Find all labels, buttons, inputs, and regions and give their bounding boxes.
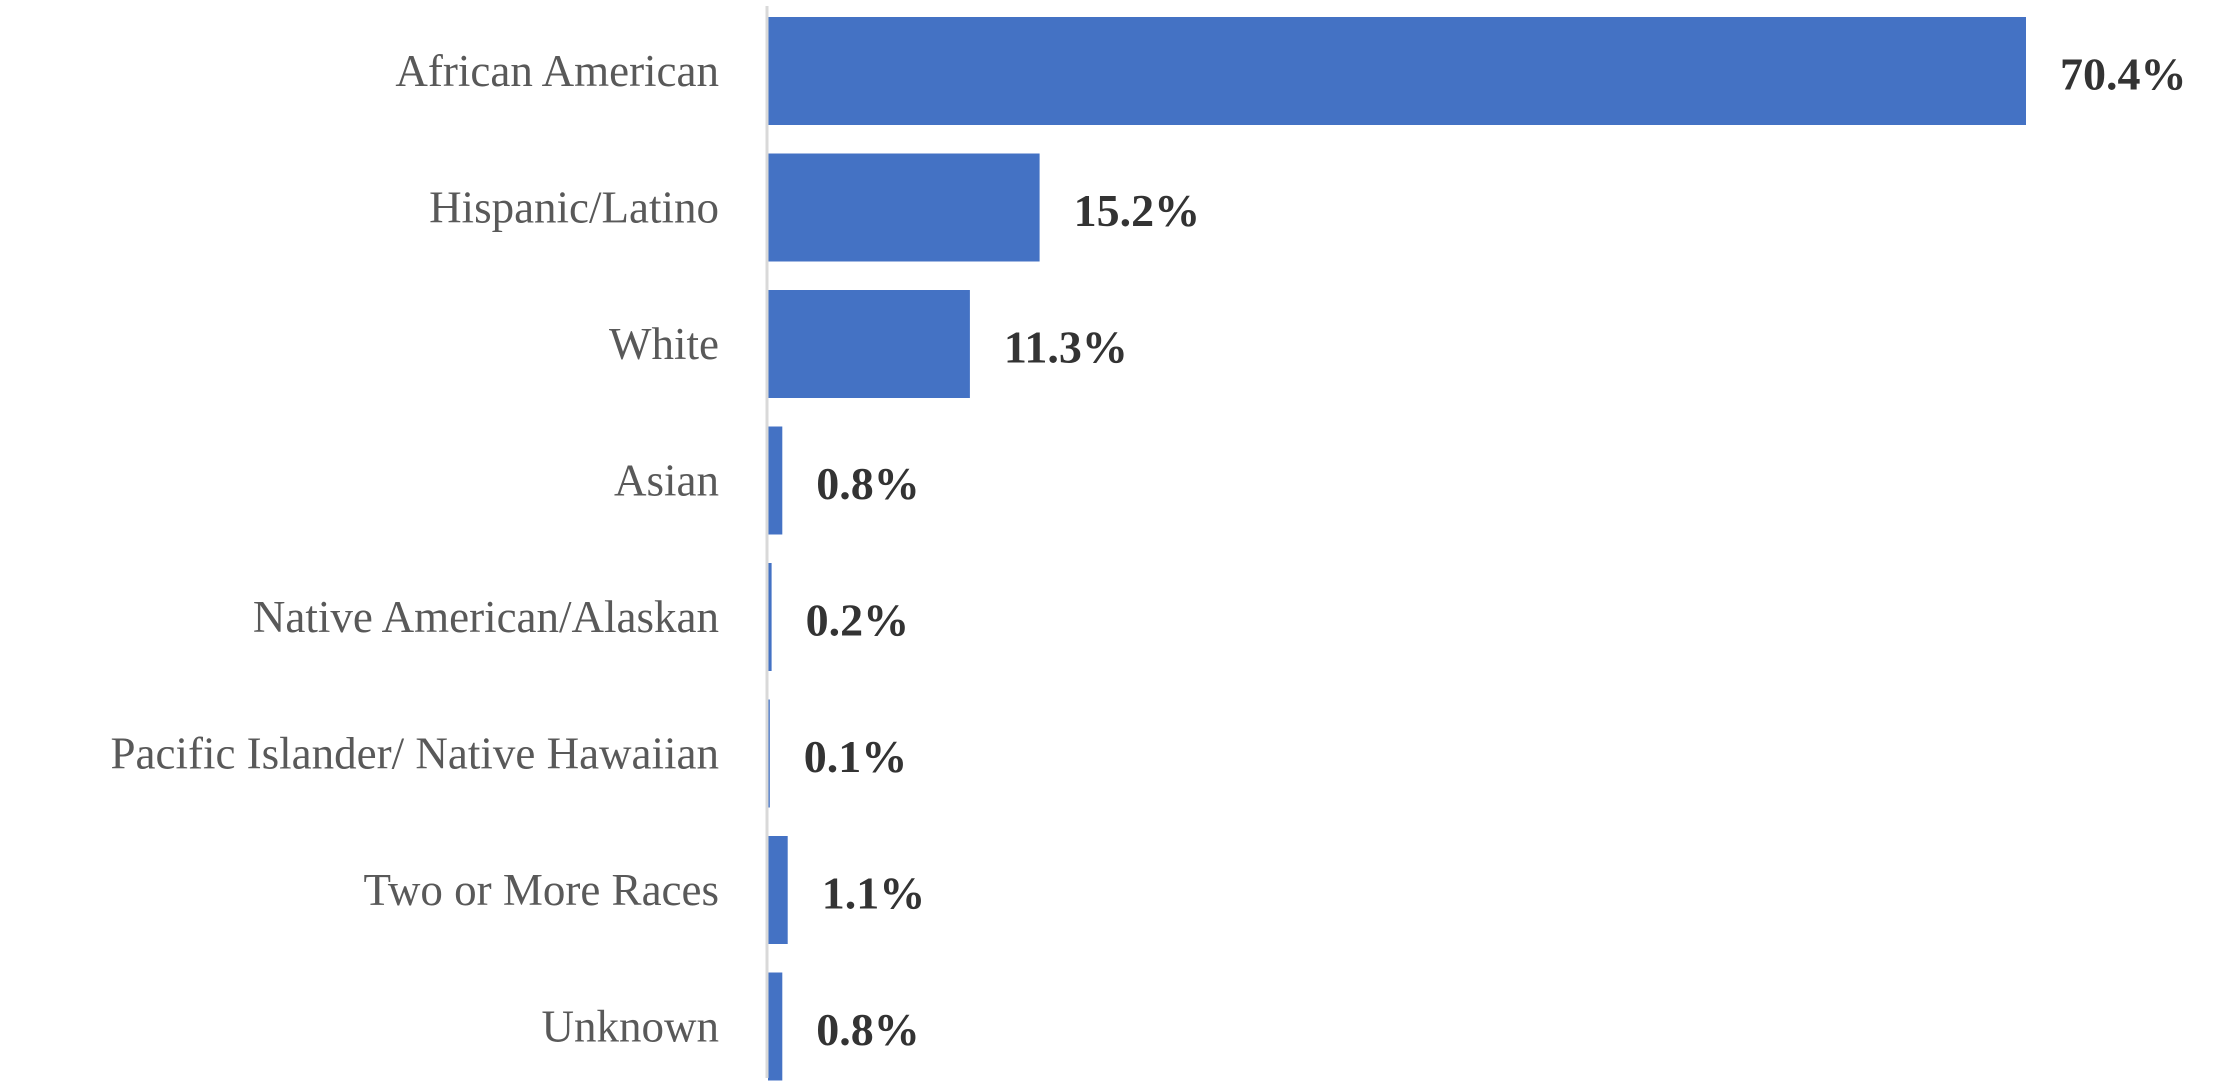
data-label: 15.2% [1074,185,1201,236]
category-label: Unknown [542,1002,720,1052]
bar-2 [768,290,970,398]
category-label: White [609,319,719,369]
data-label: 0.2% [806,595,910,646]
data-label: 0.1% [804,731,908,782]
bar-7 [768,972,783,1081]
bar-4 [768,563,772,671]
bar-5 [768,699,770,808]
data-label: 11.3% [1004,322,1128,373]
bar-0 [768,17,2026,125]
bars-layer [768,17,2026,1081]
data-label: 1.1% [822,868,926,919]
category-label: Asian [614,456,719,506]
data-label: 70.4% [2060,49,2187,100]
data-label: 0.8% [816,1004,920,1055]
category-label: African American [395,46,719,96]
bar-3 [768,426,783,535]
category-labels: African American Hispanic/Latino White Asia… [111,46,720,1052]
data-label: 0.8% [816,458,920,509]
category-label: Hispanic/Latino [429,183,719,233]
bar-1 [768,153,1040,262]
category-label: Two or More Races [364,865,720,915]
bar-6 [768,836,788,944]
category-label: Pacific Islander/ Native Hawaiian [111,729,720,779]
category-label: Native American/Alaskan [253,592,719,642]
data-labels: 70.4% 15.2% 11.3% 0.8% 0.2% 0.1% 1.1% 0.8% [804,49,2187,1056]
